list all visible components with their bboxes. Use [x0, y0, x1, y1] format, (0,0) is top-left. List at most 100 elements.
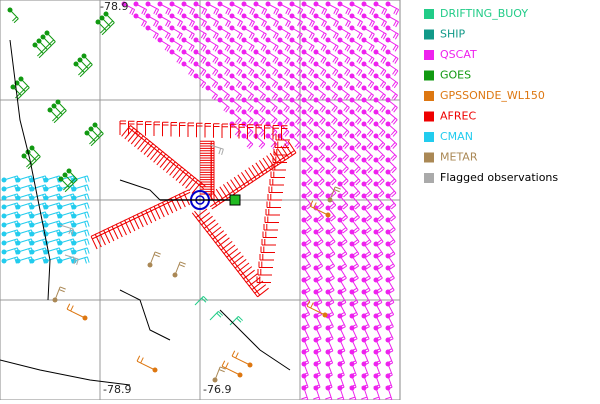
obs-dot: [313, 181, 319, 187]
obs-dot: [265, 61, 271, 67]
obs-dot: [361, 253, 367, 259]
wind-barb: [213, 123, 220, 138]
obs-dot: [337, 193, 343, 199]
obs-dot: [349, 241, 355, 247]
obs-dot: [361, 217, 367, 223]
obs-dot: [253, 13, 259, 19]
obs-dot: [29, 258, 35, 264]
legend-swatch: [424, 29, 434, 40]
legend-swatch: [424, 9, 434, 19]
obs-dot: [361, 301, 367, 307]
obs-dot: [337, 145, 343, 151]
obs-dot: [313, 229, 319, 235]
obs-dot: [337, 1, 343, 7]
obs-dot: [361, 133, 367, 139]
obs-dot: [265, 13, 271, 19]
obs-dot: [349, 313, 355, 319]
obs-dot: [57, 204, 63, 210]
obs-dot: [57, 249, 63, 255]
obs-dot: [29, 195, 35, 201]
obs-dot: [313, 349, 319, 355]
obs-dot: [373, 217, 379, 223]
obs-dot: [57, 213, 63, 219]
obs-dot: [301, 241, 307, 247]
obs-dot: [349, 385, 355, 391]
obs-dot: [265, 37, 271, 43]
wind-barb: [264, 124, 271, 140]
obs-dot: [32, 42, 38, 48]
wind-barb: [119, 120, 126, 135]
obs-dot: [169, 49, 175, 55]
obs-dot: [349, 61, 355, 67]
obs-dot: [349, 217, 355, 223]
obs-dot: [301, 253, 307, 259]
obs-dot: [301, 133, 307, 139]
obs-dot: [241, 37, 247, 43]
obs-dot: [325, 121, 331, 127]
obs-dot: [313, 85, 319, 91]
obs-dot: [373, 361, 379, 367]
obs-dot: [277, 73, 283, 79]
obs-dot: [313, 265, 319, 271]
obs-dot: [205, 61, 211, 67]
obs-dot: [325, 205, 331, 211]
obs-dot: [57, 231, 63, 237]
obs-dot: [373, 301, 379, 307]
obs-dot: [71, 204, 77, 210]
obs-dot: [253, 97, 259, 103]
obs-dot: [385, 301, 391, 307]
obs-dot: [212, 377, 218, 383]
obs-dot: [385, 157, 391, 163]
obs-dot: [313, 277, 319, 283]
obs-dot: [193, 49, 199, 55]
obs-dot: [325, 181, 331, 187]
wind-barb: [170, 122, 177, 137]
wind-barb: [263, 224, 278, 231]
obs-dot: [361, 229, 367, 235]
wind-barb: [272, 156, 287, 163]
obs-dot: [349, 229, 355, 235]
obs-dot: [277, 37, 283, 43]
obs-dot: [349, 253, 355, 259]
obs-dot: [229, 37, 235, 43]
obs-dot: [373, 313, 379, 319]
obs-dot: [301, 25, 307, 31]
wind-barb: [261, 239, 276, 246]
obs-dot: [337, 253, 343, 259]
obs-dot: [253, 49, 259, 55]
obs-dot: [81, 53, 87, 59]
obs-dot: [325, 1, 331, 7]
obs-dot: [361, 97, 367, 103]
obs-dot: [29, 213, 35, 219]
obs-dot: [7, 7, 13, 13]
obs-dot: [385, 193, 391, 199]
legend-swatch: [424, 173, 434, 183]
wind-barb: [221, 123, 228, 138]
obs-dot: [313, 217, 319, 223]
obs-dot: [15, 186, 21, 192]
legend: DRIFTING_BUOY SHIP QSCAT GOES GPSSONDE_WL150…: [424, 7, 558, 184]
obs-dot: [289, 25, 295, 31]
obs-dot: [385, 97, 391, 103]
obs-dot: [325, 85, 331, 91]
obs-dot: [361, 85, 367, 91]
obs-dot: [361, 349, 367, 355]
obs-dot: [325, 97, 331, 103]
obs-dot: [1, 249, 7, 255]
obs-dot: [385, 265, 391, 271]
wind-barb: [266, 201, 281, 208]
obs-dot: [349, 97, 355, 103]
legend-label: QSCAT: [440, 48, 477, 61]
obs-dot: [385, 385, 391, 391]
obs-dot: [327, 197, 333, 203]
obs-dot: [253, 1, 259, 7]
obs-dot: [152, 367, 158, 373]
obs-dot: [349, 301, 355, 307]
obs-dot: [349, 25, 355, 31]
obs-dot: [229, 61, 235, 67]
obs-dot: [205, 13, 211, 19]
obs-dot: [157, 25, 163, 31]
obs-dot: [361, 169, 367, 175]
obs-dot: [322, 312, 328, 318]
obs-dot: [325, 61, 331, 67]
